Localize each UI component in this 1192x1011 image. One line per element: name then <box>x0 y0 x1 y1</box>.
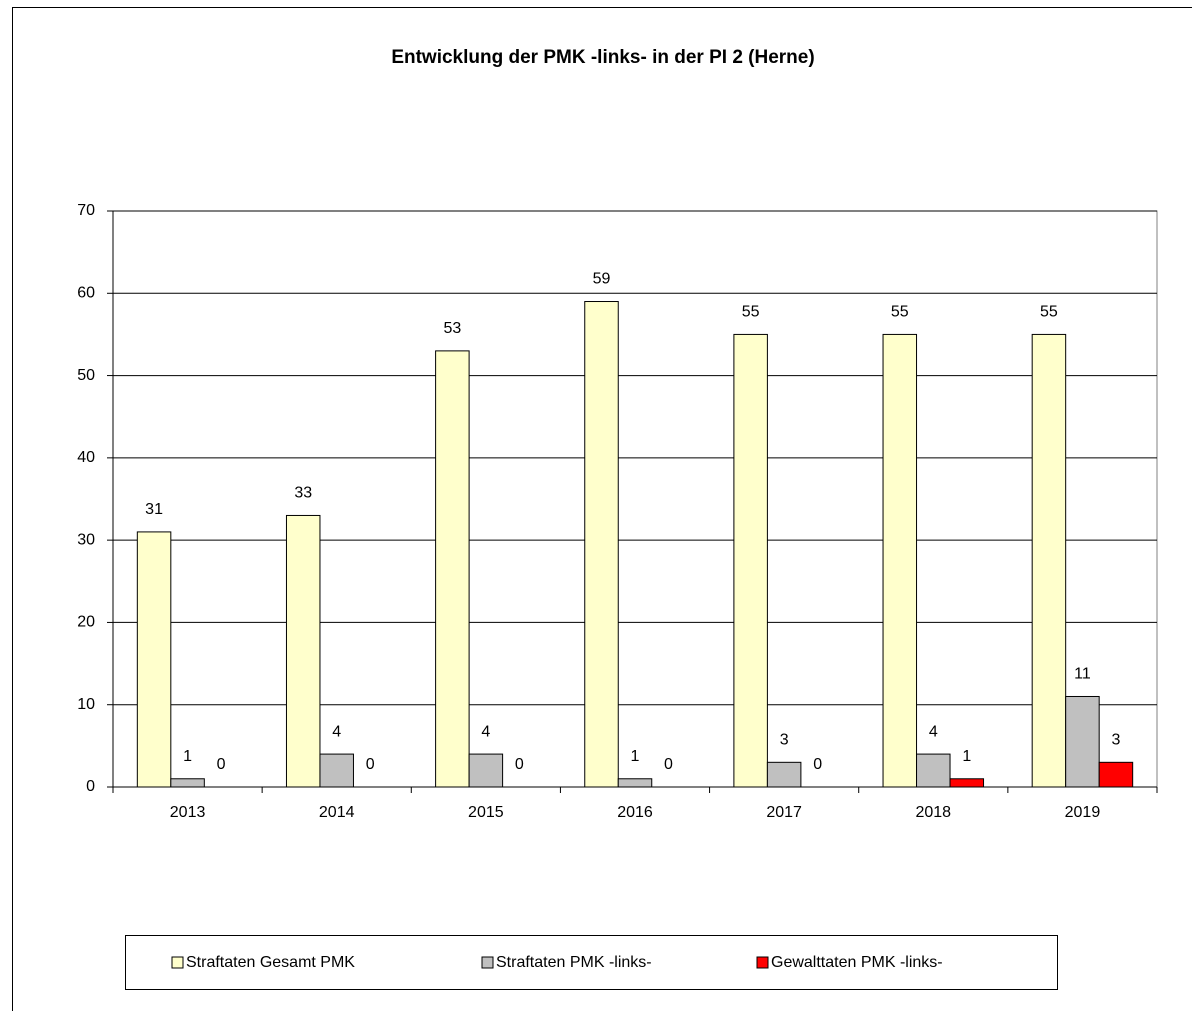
data-label: 4 <box>481 723 490 740</box>
bar <box>285 514 321 788</box>
bar <box>136 531 172 788</box>
bar <box>170 778 205 788</box>
data-label: 1 <box>183 748 192 765</box>
data-label: 33 <box>294 485 312 502</box>
bar <box>1065 695 1100 788</box>
y-tick-label: 50 <box>77 367 95 384</box>
bar <box>1031 333 1067 788</box>
data-label: 55 <box>1040 304 1058 321</box>
bar <box>916 753 951 788</box>
data-label: 55 <box>891 304 909 321</box>
y-tick-label: 20 <box>77 614 95 631</box>
data-label: 0 <box>515 756 524 773</box>
x-tick-label: 2018 <box>915 804 951 821</box>
legend-box <box>125 935 1058 990</box>
bar <box>617 778 653 788</box>
data-label: 1 <box>962 748 971 765</box>
data-label: 53 <box>443 320 461 337</box>
data-label: 4 <box>929 723 938 740</box>
bar <box>468 753 504 788</box>
y-tick-label: 10 <box>77 696 95 713</box>
bar <box>733 333 768 788</box>
data-label: 0 <box>217 756 226 773</box>
y-tick-label: 40 <box>77 449 95 466</box>
data-label: 55 <box>742 304 760 321</box>
x-tick-label: 2016 <box>617 804 653 821</box>
legend-label: Straftaten PMK -links- <box>496 954 652 971</box>
x-tick-label: 2013 <box>170 804 206 821</box>
y-tick-label: 0 <box>86 778 95 795</box>
legend-swatch <box>481 956 494 969</box>
data-label: 3 <box>780 732 789 749</box>
bar <box>319 753 354 788</box>
legend-swatch <box>756 956 769 969</box>
x-tick-label: 2017 <box>766 804 802 821</box>
legend-label: Gewalttaten PMK -links- <box>771 954 943 971</box>
y-tick-label: 30 <box>77 531 95 548</box>
bar <box>584 301 619 788</box>
y-tick-label: 60 <box>77 285 95 302</box>
chart-title: Entwicklung der PMK -links- in der PI 2 … <box>391 47 814 68</box>
x-tick-label: 2019 <box>1065 804 1101 821</box>
bar <box>882 333 918 788</box>
legend-swatch <box>171 956 184 969</box>
data-label: 4 <box>332 723 341 740</box>
data-label: 0 <box>664 756 673 773</box>
bar <box>435 350 470 788</box>
x-tick-label: 2015 <box>468 804 504 821</box>
data-label: 0 <box>813 756 822 773</box>
data-label: 31 <box>145 501 163 518</box>
legend-label: Straftaten Gesamt PMK <box>186 954 355 971</box>
x-tick-label: 2014 <box>319 804 355 821</box>
bar <box>766 761 802 788</box>
data-label: 11 <box>1074 666 1091 683</box>
data-label: 1 <box>631 748 640 765</box>
bar <box>1098 761 1134 788</box>
data-label: 3 <box>1111 732 1120 749</box>
plot-area <box>112 210 1158 788</box>
y-tick-label: 70 <box>77 202 95 219</box>
bar <box>949 778 985 788</box>
data-label: 59 <box>593 271 611 288</box>
data-label: 0 <box>366 756 375 773</box>
